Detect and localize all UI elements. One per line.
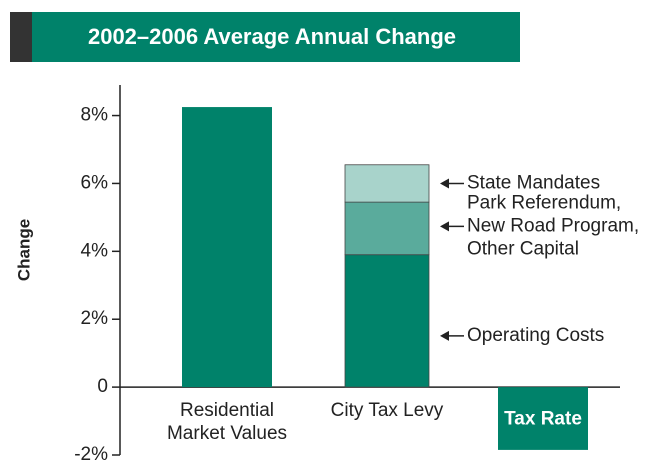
y-tick-label: 0: [97, 376, 108, 397]
bar: [498, 387, 588, 450]
chart-title: 2002–2006 Average Annual Change: [88, 24, 456, 49]
title-accent: [10, 12, 32, 62]
x-tick-label: Tax Rate: [504, 409, 582, 430]
x-tick-label: City Tax Levy: [331, 400, 444, 421]
annotation: State Mandates: [467, 172, 600, 193]
stack-segment: [344, 201, 430, 256]
y-tick-label: 2%: [81, 308, 109, 329]
y-tick-label: 6%: [81, 172, 109, 193]
annotation: Park Referendum, New Road Program, Other C…: [467, 192, 639, 259]
title-bar: [10, 12, 520, 62]
arrow-head: [440, 221, 449, 232]
stack-segment: [344, 254, 430, 388]
arrow-head: [440, 330, 449, 341]
y-tick-label: 8%: [81, 105, 109, 126]
y-tick-label: 4%: [81, 240, 109, 261]
annotation: Operating Costs: [467, 325, 604, 346]
y-tick-label: -2%: [74, 444, 108, 464]
y-axis-label: Change: [14, 219, 33, 281]
stack-segment: [344, 164, 430, 203]
bar: [182, 107, 272, 388]
x-tick-label: Residential Market Values: [167, 400, 287, 444]
arrow-head: [440, 178, 449, 189]
